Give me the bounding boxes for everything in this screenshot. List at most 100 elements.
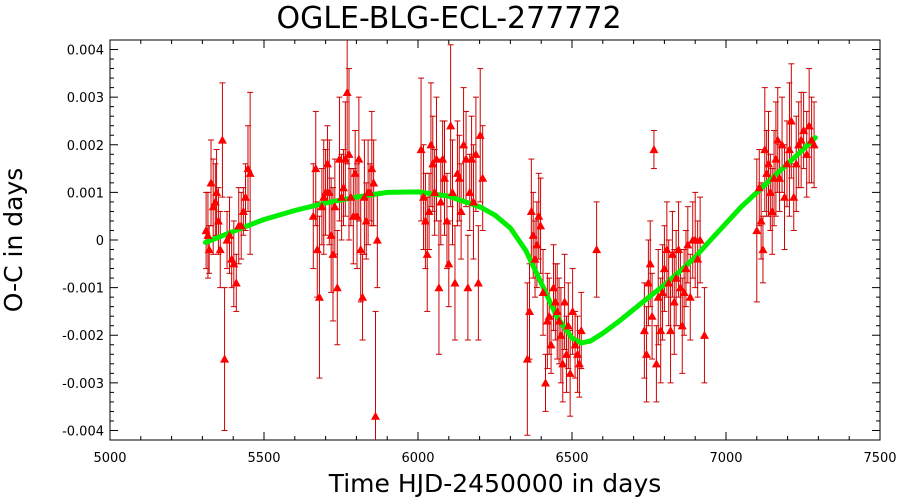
data-point [550,297,560,306]
data-point [560,297,570,306]
data-point [334,154,344,163]
data-point [576,325,586,335]
data-point [558,359,568,368]
data-point [767,206,777,216]
x-tick-label: 5500 [247,451,280,466]
x-tick-label: 7000 [709,451,742,466]
data-point [528,230,538,239]
data-point [758,245,768,254]
data-point [456,206,466,216]
data-point [677,321,687,330]
y-axis: -0.004 -0.003 -0.002 -0.001 0 0.001 0.002 0.003… [62,44,880,439]
data-point [369,178,379,187]
data-point [308,211,318,220]
data-point [442,216,452,225]
data-point [674,245,684,254]
data-point [473,278,483,287]
data-point [419,192,429,201]
data-point [664,278,674,287]
data-point [649,145,659,154]
data-point [361,216,371,225]
data-point [317,202,327,211]
y-tick-label: 0.003 [67,91,104,106]
data-point [337,192,347,201]
data-point [534,211,544,220]
data-point [416,145,426,154]
data-point [764,159,774,168]
data-point [450,278,460,287]
data-point [350,168,360,177]
data-point [338,183,348,192]
data-point [468,197,478,206]
data-point [340,154,350,163]
data-point [565,368,575,377]
data-point [370,411,380,420]
data-point [699,330,709,339]
data-point [546,340,556,349]
data-point [231,278,241,287]
data-point [695,235,705,244]
data-point [532,240,542,249]
data-point [428,159,438,168]
data-point [754,183,764,192]
data-point [667,249,677,258]
data-point [556,330,566,339]
data-point [319,192,329,201]
data-point [367,164,377,173]
data-point [358,292,368,301]
data-point [570,340,580,349]
data-point [804,121,814,130]
data-point [784,145,794,154]
data-point [471,149,481,158]
data-point [314,292,324,301]
data-point [444,259,454,268]
data-point [424,206,434,216]
data-point [651,359,661,368]
data-point [541,378,551,387]
y-tick-label: 0.004 [67,44,104,59]
data-point [659,264,669,273]
y-tick-label: -0.001 [62,282,104,297]
data-point [639,325,649,335]
data-point [658,287,668,296]
data-point [356,245,366,254]
data-point [465,187,475,196]
data-point [782,159,792,168]
data-point [422,249,432,258]
data-point [765,187,775,196]
data-point [669,297,679,306]
y-tick-label: 0 [96,234,104,249]
data-point [225,230,235,239]
data-point [241,192,251,201]
data-point [210,197,220,206]
data-point [328,249,338,258]
data-point [365,187,375,196]
data-point [352,211,362,220]
data-point [809,140,819,149]
data-point [681,264,691,273]
data-point [212,187,222,196]
data-point [554,316,564,325]
data-point [573,349,583,358]
y-axis-label: O-C in days [0,168,28,313]
data-point [522,354,532,363]
data-point [679,287,689,296]
data-point [789,192,799,201]
data-point [229,259,239,268]
data-point [538,287,548,296]
data-point [775,173,785,182]
data-point [245,168,255,177]
fit-line [203,135,818,346]
data-point [685,292,695,301]
data-point [430,187,440,196]
data-point [312,245,322,254]
data-point [662,245,672,254]
data-point [752,225,762,235]
data-point [524,306,534,316]
data-point [222,235,232,244]
data-point [561,349,571,358]
data-point [656,325,666,335]
data-point [536,221,546,230]
data-point [760,145,770,154]
data-point [552,306,562,316]
